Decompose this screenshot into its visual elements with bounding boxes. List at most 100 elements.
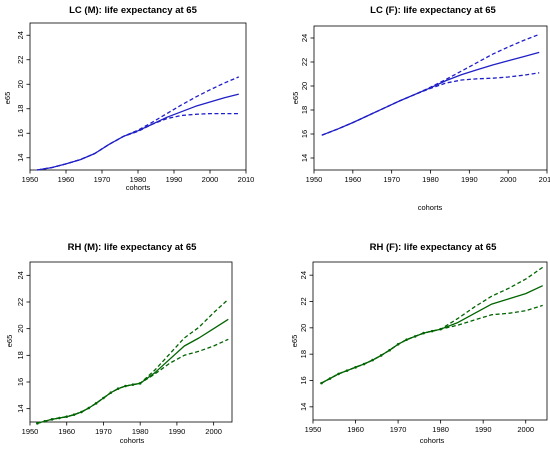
x-tick-label: 1970 (94, 175, 111, 184)
series-line-central (37, 318, 229, 424)
y-tick-label: 22 (300, 58, 309, 66)
y-tick-label: 22 (16, 56, 25, 64)
data-point (430, 329, 434, 333)
y-tick-label: 24 (300, 34, 309, 42)
data-point (439, 327, 442, 331)
y-tick-label: 16 (299, 376, 308, 384)
data-point (50, 418, 54, 421)
data-point (109, 391, 113, 394)
chart-title: RH (F): life expectancy at 65 (370, 242, 497, 253)
chart-title: LC (M): life expectancy at 65 (69, 5, 197, 16)
x-tick-label: 2000 (205, 427, 222, 436)
panel-rh-male: RH (M): life expectancy at 65 1950 1960 197… (5, 242, 233, 445)
series-line-bound (37, 338, 229, 424)
data-point (138, 382, 142, 385)
x-tick-label: 1950 (305, 425, 322, 434)
y-tick-label: 20 (299, 324, 308, 332)
plot-frame (312, 261, 548, 421)
data-point (354, 366, 357, 369)
x-tick-label: 2000 (202, 175, 219, 184)
x-axis-label: cohorts (420, 436, 445, 445)
series-line-central (321, 285, 543, 384)
x-tick-label: 1960 (344, 175, 361, 184)
data-point (116, 387, 120, 390)
x-tick-label: 1960 (58, 427, 75, 436)
plot-frame (29, 261, 233, 423)
y-tick-label: 14 (16, 404, 25, 412)
y-axis-label: e65 (290, 335, 299, 348)
data-point (388, 348, 391, 352)
x-tick-label: 1980 (432, 425, 449, 434)
data-point (80, 410, 83, 414)
chart-title: LC (F): life expectancy at 65 (370, 5, 496, 16)
x-tick-label: 1970 (390, 425, 407, 434)
data-point (65, 415, 69, 418)
series-line-bound (37, 298, 229, 424)
y-tick-label: 14 (299, 403, 308, 411)
x-tick-label: 1960 (58, 175, 75, 184)
x-tick-label: 2000 (500, 175, 517, 184)
data-point (43, 420, 46, 423)
y-tick-label: 20 (300, 82, 309, 90)
data-point (422, 331, 425, 335)
plot-frame (29, 22, 247, 171)
x-tick-label: 1990 (461, 175, 478, 184)
x-tick-label: 1990 (166, 175, 183, 184)
data-point (72, 413, 76, 416)
x-tick-label: 1950 (22, 427, 39, 436)
data-point (328, 377, 332, 380)
data-point (413, 335, 417, 338)
data-point (102, 396, 105, 400)
series-line-central (37, 93, 239, 171)
data-point (36, 422, 39, 425)
data-point (337, 372, 340, 376)
y-tick-label: 18 (16, 351, 25, 359)
series-line-bound (37, 76, 240, 171)
panel-lc-male: LC (M): life expectancy at 65 1950 1960 197… (3, 5, 254, 192)
data-point (87, 406, 91, 410)
x-tick-label: 1980 (132, 427, 149, 436)
x-tick-label: 1980 (130, 175, 147, 184)
series-line-bound (37, 112, 239, 171)
y-tick-label: 20 (16, 324, 25, 332)
series-line-bound (321, 304, 543, 384)
y-tick-label: 16 (16, 129, 25, 137)
series-line-central (321, 51, 540, 136)
y-tick-label: 22 (299, 297, 308, 305)
y-tick-label: 14 (16, 154, 25, 162)
series-line-bound (321, 266, 544, 384)
x-axis-label: cohorts (120, 436, 145, 445)
data-point (405, 338, 408, 341)
data-point (396, 342, 400, 346)
panel-lc-female: LC (F): life expectancy at 65 1950 1960 197… (291, 5, 550, 212)
y-axis-label: e65 (291, 92, 300, 105)
y-tick-label: 24 (16, 271, 25, 279)
data-point (124, 384, 127, 388)
data-point (94, 402, 98, 405)
x-tick-label: 2010 (238, 175, 255, 184)
y-tick-label: 18 (16, 105, 25, 113)
panel-rh-female: RH (F): life expectancy at 65 1950 1960 197… (290, 242, 548, 445)
y-tick-label: 16 (300, 130, 309, 138)
x-tick-label: 1960 (347, 425, 364, 434)
data-point (320, 381, 323, 385)
x-tick-label: 1990 (169, 427, 186, 436)
x-tick-label: 1950 (306, 175, 323, 184)
y-axis-label: e65 (3, 92, 12, 105)
data-point (362, 362, 366, 366)
y-tick-label: 24 (16, 31, 25, 39)
x-tick-label: 2010 (539, 175, 550, 184)
y-tick-label: 20 (16, 80, 25, 88)
y-tick-label: 18 (300, 106, 309, 114)
data-point (379, 354, 383, 357)
x-tick-label: 2000 (517, 425, 534, 434)
y-tick-label: 18 (299, 350, 308, 358)
x-axis-label: cohorts (418, 203, 443, 212)
data-point (58, 416, 61, 420)
y-tick-label: 24 (299, 271, 308, 279)
series-line-bound (321, 33, 540, 136)
chart-title: RH (M): life expectancy at 65 (68, 242, 198, 253)
x-tick-label: 1970 (95, 427, 112, 436)
data-point (371, 358, 374, 362)
